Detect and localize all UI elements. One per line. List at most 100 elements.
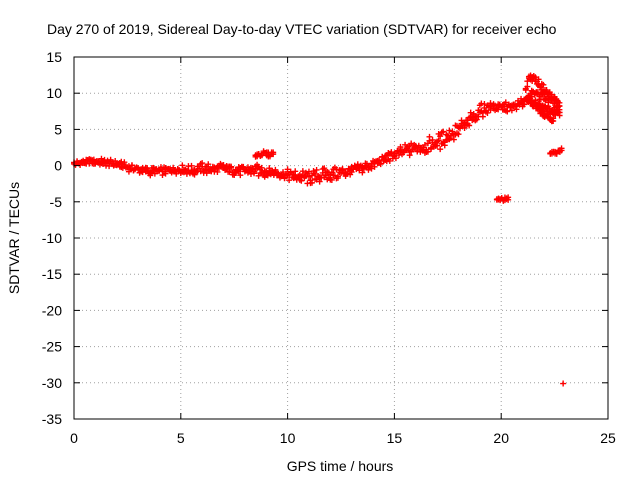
- y-tick-label: 5: [54, 121, 62, 137]
- series-isolated-segment-near-9-h: [252, 148, 277, 160]
- data-point: [281, 174, 288, 181]
- data-point: [405, 147, 412, 154]
- grid-lines: [74, 57, 608, 419]
- x-tick-label: 25: [600, 430, 616, 446]
- data-point: [447, 135, 454, 142]
- data-point: [426, 137, 433, 144]
- x-tick-label: 15: [387, 430, 403, 446]
- series-segment-near-20-h: [493, 194, 512, 204]
- y-tick-label: -35: [42, 411, 62, 427]
- data-point: [531, 101, 538, 108]
- data-point: [162, 170, 169, 177]
- data-point: [540, 81, 547, 88]
- data-point: [237, 172, 244, 179]
- data-point: [318, 174, 325, 181]
- data-point: [151, 170, 158, 177]
- data-point: [502, 99, 509, 106]
- data-point: [286, 177, 293, 184]
- y-tick-label: -15: [42, 266, 62, 282]
- data-point: [328, 169, 335, 176]
- data-point: [313, 166, 320, 173]
- data-point: [313, 176, 320, 183]
- data-point: [424, 148, 431, 155]
- y-tick-label: -5: [50, 194, 63, 210]
- data-point: [437, 146, 444, 153]
- data-point: [305, 173, 312, 180]
- data-point: [485, 103, 492, 110]
- data-point: [556, 112, 563, 119]
- data-point: [188, 162, 195, 169]
- x-tick-label: 5: [177, 430, 185, 446]
- y-tick-label: -25: [42, 339, 62, 355]
- data-point: [203, 170, 210, 177]
- data-point: [386, 157, 393, 164]
- data-point: [484, 109, 491, 116]
- data-point: [359, 169, 366, 176]
- data-point: [214, 168, 221, 175]
- data-point: [505, 194, 512, 201]
- data-point: [377, 161, 384, 168]
- data-point: [540, 108, 547, 115]
- data-point: [535, 105, 542, 112]
- data-point: [280, 169, 287, 176]
- data-point: [312, 171, 319, 178]
- data-point: [543, 87, 550, 94]
- data-point: [524, 83, 531, 90]
- data-point: [284, 166, 291, 173]
- chart-title: Day 270 of 2019, Sidereal Day-to-day VTE…: [47, 21, 557, 37]
- data-point: [421, 141, 428, 148]
- y-tick-label: 10: [46, 85, 62, 101]
- data-point: [344, 170, 351, 177]
- x-axis-label: GPS time / hours: [287, 458, 394, 474]
- data-point: [321, 165, 328, 172]
- data-point: [513, 106, 520, 113]
- data-point: [339, 167, 346, 174]
- data-point: [435, 137, 442, 144]
- data-point: [270, 149, 277, 156]
- data-point: [446, 127, 453, 134]
- data-point: [353, 166, 360, 173]
- data-point: [334, 173, 341, 180]
- data-point: [402, 141, 409, 148]
- data-point: [437, 133, 444, 140]
- data-point: [550, 115, 557, 122]
- y-tick-label: 15: [46, 49, 62, 65]
- data-point: [179, 162, 186, 169]
- data-point: [455, 131, 462, 138]
- data-point: [450, 136, 457, 143]
- y-axis-label: SDTVAR / TECUs: [6, 182, 22, 294]
- data-point: [440, 128, 447, 135]
- data-point: [508, 107, 515, 114]
- data-point: [368, 165, 375, 172]
- data-point: [535, 76, 542, 83]
- data-point: [551, 100, 558, 107]
- data-point: [466, 122, 473, 129]
- data-point: [408, 140, 415, 147]
- y-tick-label: -10: [42, 230, 62, 246]
- data-point: [521, 101, 528, 108]
- data-points: [71, 72, 567, 387]
- x-tick-label: 10: [280, 430, 296, 446]
- data-point: [333, 166, 340, 173]
- x-tick-label: 0: [70, 430, 78, 446]
- data-point: [376, 157, 383, 164]
- series-segment-near-22-5-h: [547, 145, 565, 157]
- data-point: [428, 146, 435, 153]
- x-tick-label: 20: [493, 430, 509, 446]
- series-outlier: [560, 380, 567, 387]
- y-tick-label: 0: [54, 158, 62, 174]
- data-point: [328, 176, 335, 183]
- data-point: [205, 161, 212, 168]
- data-point: [560, 380, 567, 387]
- series-main-trace: [71, 95, 525, 187]
- data-point: [532, 74, 539, 81]
- y-tick-label: -30: [42, 375, 62, 391]
- data-point: [128, 162, 135, 169]
- data-point: [258, 164, 265, 171]
- data-point: [429, 136, 436, 143]
- data-point: [406, 152, 413, 159]
- series-late-fan-branches: [519, 72, 563, 125]
- data-point: [309, 179, 316, 186]
